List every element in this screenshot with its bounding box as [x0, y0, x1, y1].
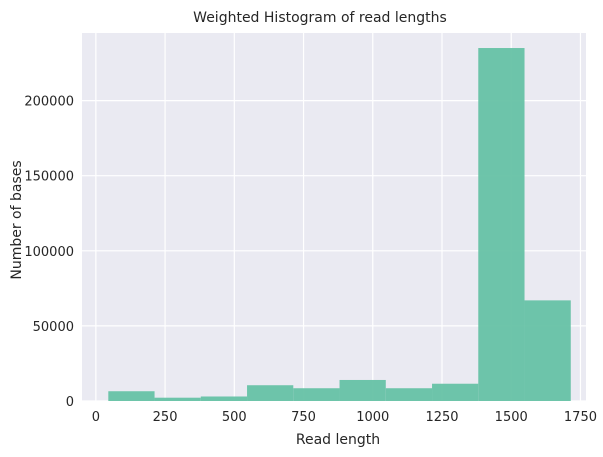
y-axis-ticks: 0 50000 100000 150000 200000	[24, 95, 74, 410]
histogram-bar-0	[108, 391, 155, 401]
chart-title: Weighted Histogram of read lengths	[193, 10, 447, 26]
histogram-bar-3	[247, 385, 294, 401]
histogram-bar-6	[385, 388, 433, 401]
x-axis-ticks: 0 250 500 750 1000 1250 1500 1750	[92, 410, 597, 425]
x-tick-label: 1250	[425, 410, 458, 425]
histogram-bar-9	[524, 300, 571, 401]
y-tick-label: 50000	[33, 320, 74, 335]
y-tick-label: 150000	[24, 170, 74, 185]
bars	[108, 48, 571, 401]
y-tick-label: 100000	[24, 245, 74, 260]
y-axis-label: Number of bases	[9, 160, 25, 279]
x-axis-label: Read length	[296, 432, 380, 448]
y-tick-label: 0	[66, 395, 74, 410]
x-tick-label: 0	[92, 410, 100, 425]
x-tick-label: 1750	[564, 410, 597, 425]
histogram-bar-1	[154, 397, 201, 401]
histogram-bar-7	[432, 383, 479, 401]
x-tick-label: 250	[153, 410, 178, 425]
x-tick-label: 1500	[495, 410, 528, 425]
histogram-bar-2	[200, 396, 248, 401]
histogram-bar-5	[339, 379, 386, 401]
y-tick-label: 200000	[24, 95, 74, 110]
histogram-bar-4	[293, 388, 340, 401]
histogram-bar-8	[478, 48, 525, 401]
x-tick-label: 500	[222, 410, 247, 425]
x-tick-label: 1000	[356, 410, 389, 425]
x-tick-label: 750	[291, 410, 316, 425]
